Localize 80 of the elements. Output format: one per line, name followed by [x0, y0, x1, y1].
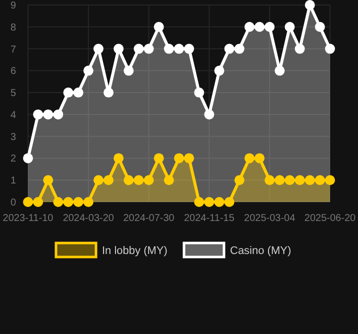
point — [325, 175, 335, 186]
point — [63, 88, 74, 98]
point — [274, 66, 285, 76]
point — [164, 175, 174, 186]
point — [114, 44, 124, 54]
point — [284, 22, 295, 32]
x-tick-label: 2025-03-04 — [244, 213, 296, 224]
point — [93, 175, 104, 186]
point — [154, 153, 164, 164]
y-tick-label: 6 — [10, 66, 16, 78]
point — [184, 44, 194, 54]
point — [234, 44, 244, 54]
y-tick-label: 4 — [10, 110, 16, 121]
point — [93, 44, 104, 54]
point — [224, 197, 234, 207]
point — [104, 175, 114, 186]
legend-label: In lobby (MY) — [102, 244, 168, 257]
point — [224, 44, 234, 54]
point — [53, 197, 64, 207]
point — [214, 197, 224, 207]
y-tick-label: 3 — [10, 132, 16, 143]
point — [234, 175, 244, 186]
point — [114, 153, 124, 164]
x-tick-label: 2023-11-10 — [2, 213, 54, 224]
x-tick-label: 2024-03-20 — [62, 213, 114, 224]
point — [204, 109, 214, 120]
point — [43, 109, 54, 120]
point — [254, 153, 265, 164]
legend-label: Casino (MY) — [230, 244, 292, 257]
point — [325, 44, 335, 54]
point — [83, 66, 94, 76]
point — [244, 153, 254, 164]
point — [154, 22, 164, 32]
point — [134, 175, 144, 186]
point — [23, 197, 33, 207]
point — [23, 153, 33, 164]
point — [73, 88, 84, 98]
point — [244, 22, 254, 32]
x-tick-label: 2024-11-15 — [184, 213, 235, 224]
point — [134, 44, 144, 54]
point — [304, 0, 315, 10]
x-tick-label: 2024-07-30 — [123, 213, 175, 224]
point — [144, 175, 154, 186]
point — [294, 44, 305, 54]
point — [204, 197, 214, 207]
point — [144, 44, 154, 54]
point — [304, 175, 315, 186]
point — [33, 197, 44, 207]
point — [124, 66, 134, 76]
point — [194, 197, 204, 207]
point — [294, 175, 305, 186]
point — [174, 44, 184, 54]
point — [314, 175, 325, 186]
y-tick-label: 2 — [10, 154, 16, 165]
point — [83, 197, 94, 207]
point — [33, 109, 44, 120]
y-tick-label: 1 — [10, 176, 16, 187]
point — [314, 22, 325, 32]
point — [53, 109, 64, 120]
point — [284, 175, 295, 186]
point — [124, 175, 134, 186]
point — [174, 153, 184, 164]
point — [254, 22, 265, 32]
point — [184, 153, 194, 164]
point — [214, 66, 224, 76]
y-tick-label: 5 — [10, 88, 16, 100]
point — [73, 197, 84, 207]
point — [264, 22, 275, 32]
point — [104, 88, 114, 98]
point — [43, 175, 54, 186]
y-tick-label: 9 — [10, 0, 16, 12]
point — [274, 175, 285, 186]
y-tick-label: 0 — [10, 198, 16, 208]
y-tick-label: 8 — [10, 22, 16, 34]
point — [63, 197, 74, 207]
point — [264, 175, 275, 186]
x-tick-label: 2025-06-20 — [304, 213, 356, 224]
point — [164, 44, 174, 54]
point — [194, 88, 204, 98]
y-tick-label: 7 — [10, 44, 16, 56]
